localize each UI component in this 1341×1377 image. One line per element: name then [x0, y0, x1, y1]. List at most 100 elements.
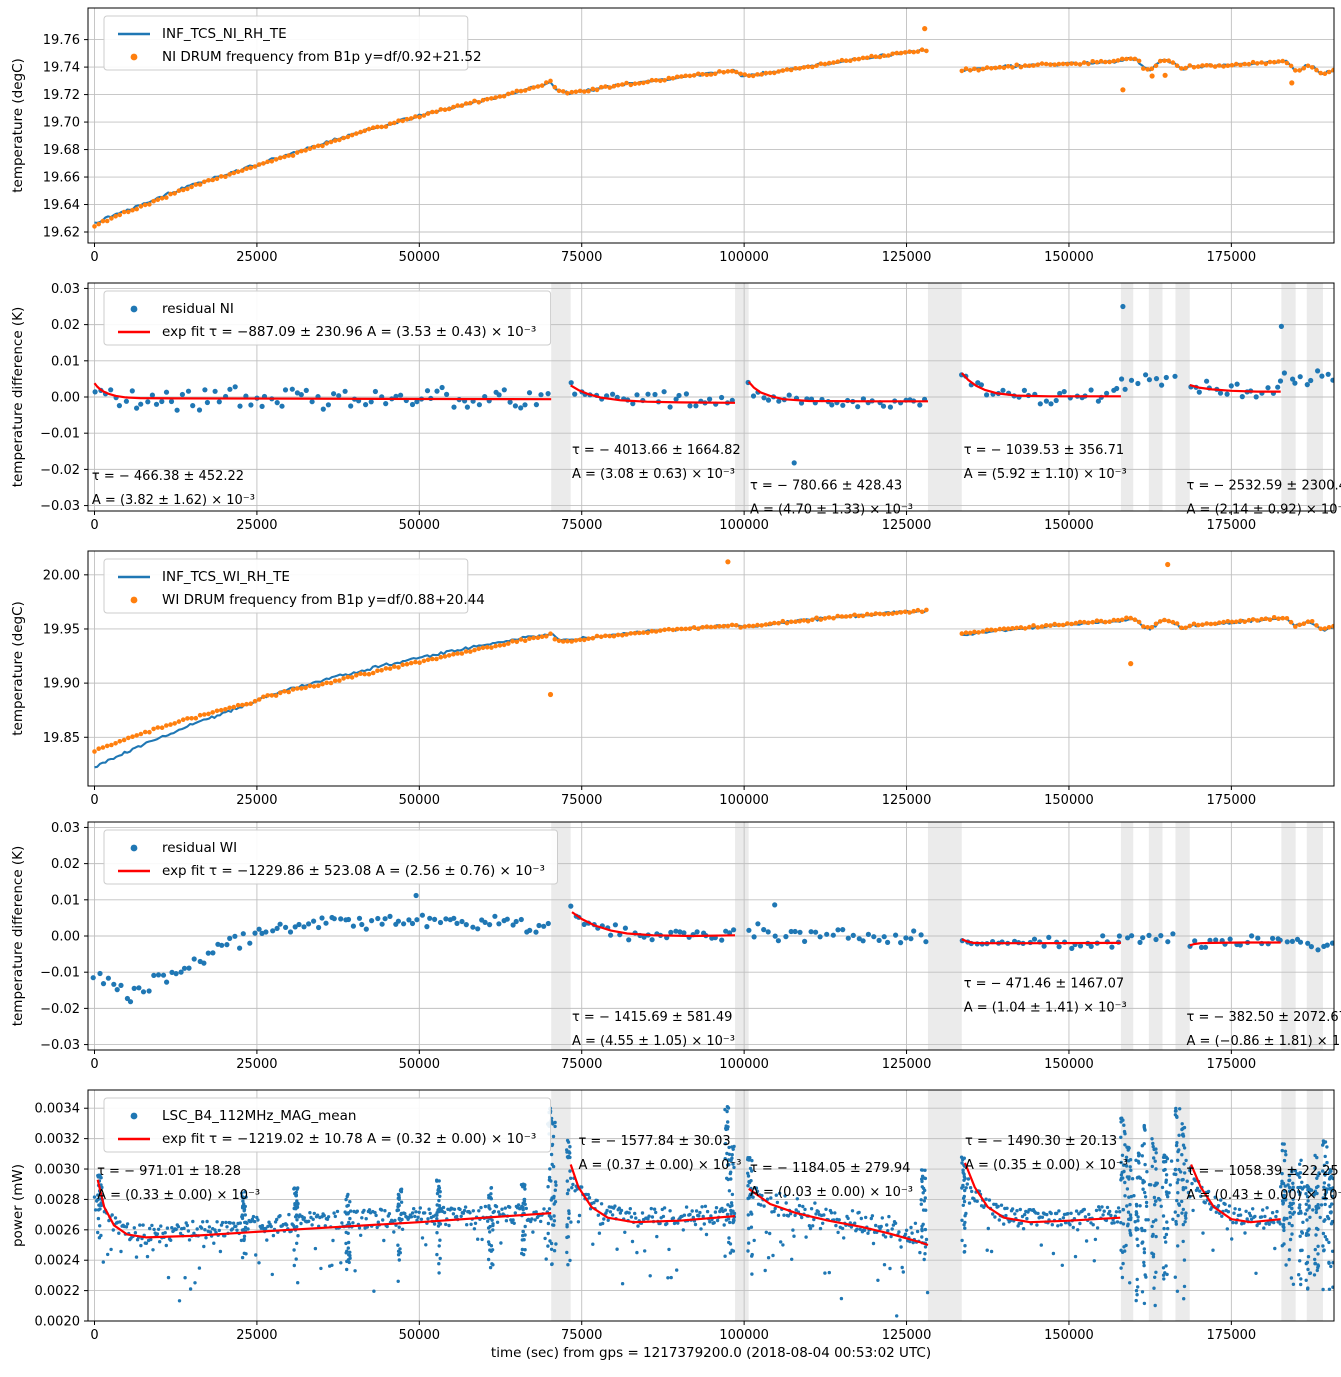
scatter-point [615, 1247, 619, 1251]
scatter-point [726, 1217, 731, 1221]
scatter-point [989, 66, 994, 71]
scatter-point [1162, 58, 1167, 63]
legend-label: exp fit τ = −1229.86 ± 523.08 A = (2.56 … [162, 863, 545, 879]
scatter-point [915, 49, 921, 54]
scatter-point [881, 53, 887, 58]
scatter-point [206, 178, 211, 183]
scatter-point [1273, 1246, 1277, 1251]
scatter-point [607, 633, 612, 639]
scatter-point [438, 107, 444, 112]
spike-point [240, 1206, 245, 1210]
scatter-point [1321, 1169, 1325, 1173]
scatter-point [877, 54, 883, 60]
spike-point [920, 1168, 925, 1172]
scatter-point [662, 627, 667, 633]
scatter-point [1104, 390, 1110, 396]
scatter-point [997, 626, 1003, 632]
scatter-point [1311, 1208, 1315, 1212]
scatter-point [387, 1212, 392, 1216]
scatter-point [752, 1238, 756, 1243]
scatter-point [294, 390, 300, 396]
scatter-point [850, 932, 856, 939]
scatter-point [144, 1241, 149, 1246]
spike-point [1328, 1168, 1332, 1172]
scatter-point [223, 174, 228, 179]
scatter-point [723, 928, 729, 934]
fit-annotation-line: A = (−0.86 ± 1.81) × 10⁻³ [1187, 1034, 1341, 1049]
scatter-point [1200, 63, 1205, 68]
scatter-point [1061, 1216, 1066, 1220]
scatter-point [92, 224, 97, 229]
scatter-point [576, 1220, 581, 1224]
spike-point [292, 1263, 296, 1268]
scatter-point [138, 1223, 142, 1227]
scatter-point [500, 1207, 504, 1211]
scatter-point [871, 1241, 876, 1246]
scatter-point [704, 624, 710, 629]
scatter-point [1281, 370, 1287, 376]
scatter-point [298, 392, 304, 398]
scatter-point [1077, 619, 1083, 625]
scatter-point [816, 1210, 820, 1214]
scatter-point [248, 701, 253, 706]
spike-point [521, 1229, 525, 1234]
spike-point [732, 1211, 737, 1216]
scatter-point [607, 85, 612, 90]
scatter-point [1193, 1178, 1198, 1183]
scatter-point [572, 391, 578, 397]
spike-point [1298, 1234, 1302, 1239]
scatter-point [173, 971, 179, 977]
legend-label: exp fit τ = −887.09 ± 230.96 A = (3.53 ±… [162, 324, 536, 340]
scatter-point [1098, 618, 1104, 624]
fit-annotation: τ = − 2532.59 ± 2300.46A = (2.14 ± 0.92)… [1187, 478, 1341, 517]
scatter-point [1288, 63, 1294, 69]
spike-point [487, 1204, 491, 1208]
scatter-point [1094, 618, 1100, 623]
scatter-point [1187, 623, 1193, 629]
scatter-point [1035, 625, 1041, 630]
x-tick-label: 100000 [719, 793, 769, 808]
legend-marker-dot [130, 53, 138, 61]
scatter-point [403, 1211, 407, 1216]
scatter-point [772, 933, 778, 939]
spike-point [546, 1231, 550, 1236]
scatter-point [155, 972, 162, 978]
scatter-point [414, 917, 420, 923]
scatter-point [658, 628, 663, 633]
scatter-point [494, 1204, 499, 1209]
scatter-point [725, 69, 731, 74]
scatter-point [256, 162, 262, 167]
scatter-point [113, 214, 118, 219]
scatter-point [1159, 1204, 1163, 1209]
scatter-point [818, 61, 824, 66]
scatter-point [148, 1226, 152, 1231]
scatter-point [332, 678, 338, 684]
scatter-point [349, 132, 355, 138]
scatter-point [1084, 1239, 1089, 1243]
scatter-point [898, 50, 904, 56]
scatter-point [902, 50, 908, 55]
spike-point [1315, 1268, 1320, 1273]
spike-point [1175, 1181, 1180, 1185]
scatter-point [997, 64, 1003, 70]
spike-point [923, 1252, 927, 1256]
scatter-point [168, 191, 173, 197]
scatter-point [668, 929, 674, 936]
scatter-point [755, 622, 760, 628]
scatter-point [370, 670, 376, 676]
scatter-point [598, 84, 604, 90]
scatter-point [1149, 66, 1155, 71]
scatter-point [310, 1223, 314, 1227]
scatter-point [1284, 60, 1290, 66]
scatter-point [408, 116, 414, 121]
scatter-point [569, 639, 574, 644]
fit-annotation-line: τ = − 1490.30 ± 20.13 [965, 1134, 1117, 1149]
spike-point [1315, 1176, 1319, 1181]
spike-point [960, 1238, 964, 1243]
scatter-point [809, 1207, 814, 1211]
scatter-point [355, 1209, 359, 1213]
spike-point [1324, 1190, 1329, 1195]
spike-point [244, 1195, 248, 1199]
scatter-point [987, 1198, 992, 1202]
scatter-point [442, 654, 448, 659]
